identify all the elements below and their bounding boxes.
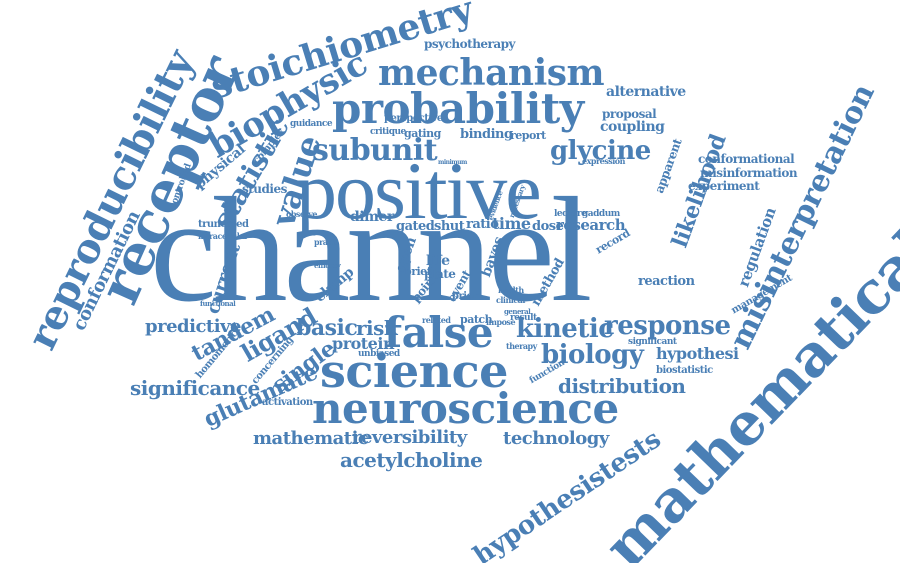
word-response: response <box>604 311 731 341</box>
word-channel: channel <box>150 167 592 333</box>
word-misinformation: misinformation <box>700 166 798 180</box>
word-lecture: lecture <box>554 209 587 219</box>
word-hypothesi: hypothesi <box>656 344 739 363</box>
word-acetylcholine: acetylcholine <box>340 448 483 472</box>
word-conformational: conformational <box>698 152 795 166</box>
word-basic: basic <box>296 315 358 341</box>
word-subunit: subunit <box>312 133 438 168</box>
word-probability: probability <box>332 84 584 133</box>
word-gaddum: gaddum <box>582 209 620 219</box>
word-false: false <box>384 308 494 357</box>
word-gated: gated <box>396 219 435 234</box>
word-efficacy: efficacy <box>314 261 341 270</box>
word-mathematic: mathematic <box>253 428 369 449</box>
word-binding: binding <box>460 127 513 142</box>
word-distribution: distribution <box>558 374 686 398</box>
word-clinical: clinical <box>496 295 525 305</box>
word-psychotherapy: psychotherapy <box>424 37 516 51</box>
word-ratio: ratio <box>466 217 499 232</box>
word-mechanism: mechanism <box>378 52 605 94</box>
word-risk: risk <box>356 316 398 340</box>
word-praise: praise <box>314 237 339 247</box>
word-dimer: dimer <box>350 209 394 225</box>
word-perspective: perspective <box>384 113 443 124</box>
word-neuroscience: neuroscience <box>312 384 619 433</box>
word-health: health <box>498 285 524 295</box>
word-report: report <box>510 129 546 142</box>
word-prior: prior <box>452 291 478 302</box>
word-studies: studies <box>242 182 287 196</box>
word-alternative: alternative <box>606 84 686 100</box>
word-intracellular: intracellular <box>198 231 248 241</box>
word-life: life <box>426 253 450 269</box>
word-protein: protein <box>332 334 395 353</box>
word-result: result <box>510 313 537 323</box>
word-experiment: experiment <box>688 179 760 193</box>
word-biostatistic: biostatistic <box>656 365 713 376</box>
word-positive: positive <box>296 145 542 236</box>
word-proposal: proposal <box>602 107 657 121</box>
word-therapy: therapy <box>506 341 537 351</box>
word-related: related <box>422 315 451 325</box>
word-minimum: minimum <box>438 159 467 166</box>
word-shut: shut <box>434 219 465 234</box>
word-technology: technology <box>503 428 609 449</box>
word-observe: observe <box>286 209 317 219</box>
word-reaction: reaction <box>638 274 695 289</box>
word-coupling: coupling <box>600 119 665 135</box>
word-patch: patch <box>460 313 493 326</box>
word-reversibility: reversibility <box>352 427 467 448</box>
word-significant: significant <box>628 337 677 347</box>
word-brief: brief <box>404 265 431 278</box>
word-impose: impose <box>486 317 516 327</box>
word-truncated: truncated <box>198 219 249 230</box>
word-research: research <box>556 216 626 234</box>
word-biology: biology <box>541 340 644 370</box>
word-predictive: predictive <box>145 316 241 337</box>
word-functional: functional <box>200 299 236 308</box>
word-critique: critique <box>370 127 406 137</box>
word-apparent: apparent <box>652 137 685 195</box>
word-guidance: guidance <box>290 119 333 129</box>
word-glycine: glycine <box>550 136 651 166</box>
word-plate: plate <box>424 267 456 281</box>
word-time: time <box>492 214 531 233</box>
word-science: science <box>320 344 508 398</box>
word-activation: activation <box>262 397 313 408</box>
word-general: general <box>504 307 531 316</box>
word-significance: significance <box>130 376 260 400</box>
word-expression: expression <box>582 156 625 166</box>
word-kinetic: kinetic <box>516 314 614 344</box>
word-gating: gating <box>404 127 441 140</box>
word-unbiased: unbiased <box>358 349 400 359</box>
word-dose: dose <box>532 219 564 234</box>
